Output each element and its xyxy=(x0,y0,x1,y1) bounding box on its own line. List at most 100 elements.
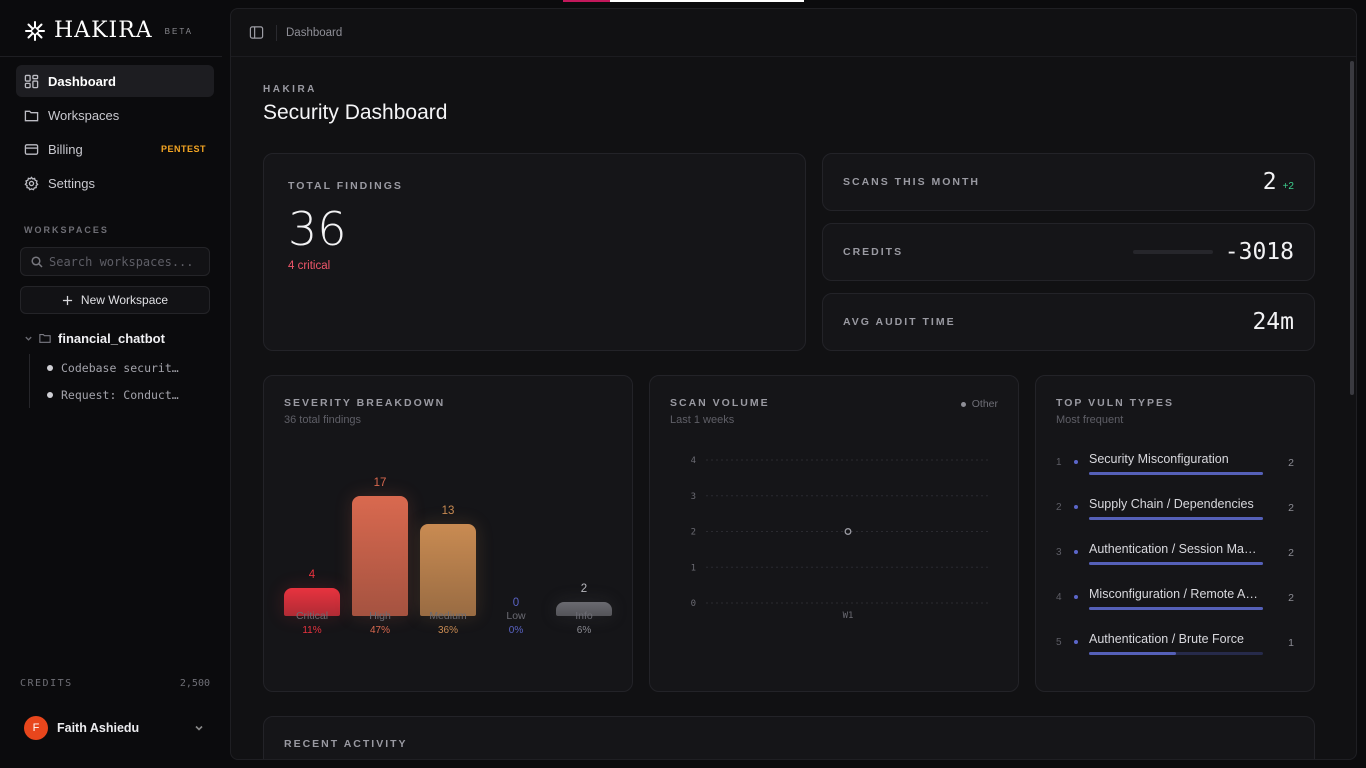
workspace-child-item[interactable]: Request: Conduct… xyxy=(47,381,214,408)
page-eyebrow: HAKIRA xyxy=(263,84,317,95)
y-tick-label: 4 xyxy=(691,456,696,466)
vuln-name: Security Misconfiguration xyxy=(1089,452,1229,466)
child-label: Request: Conduct… xyxy=(61,387,179,402)
vuln-bar-fill xyxy=(1089,562,1263,565)
brand-logo[interactable]: HAKIRA BETA xyxy=(24,18,193,43)
main-panel: Dashboard HAKIRA Security Dashboard TOTA… xyxy=(230,8,1357,760)
vuln-count: 1 xyxy=(1288,637,1294,649)
severity-bar-info[interactable]: 2 xyxy=(556,583,612,616)
bullet-icon xyxy=(47,364,53,371)
vuln-rank: 3 xyxy=(1056,547,1062,558)
y-tick-label: 1 xyxy=(691,563,696,573)
nav-label: Workspaces xyxy=(48,107,120,123)
workspace-item[interactable]: financial_chatbot xyxy=(24,328,214,348)
vuln-row[interactable]: 2 Supply Chain / Dependencies 2 xyxy=(1056,497,1294,542)
x-tick-label: W1 xyxy=(843,611,854,621)
credits-value: 2,500 xyxy=(179,678,210,689)
nav-item-settings[interactable]: Settings xyxy=(16,167,214,199)
bar-category-label: Medium xyxy=(429,610,467,622)
dashboard-icon xyxy=(24,74,39,88)
credits-card-label: CREDITS xyxy=(843,246,904,258)
top-vulns-label: TOP VULN TYPES xyxy=(1056,397,1175,409)
nav-label: Billing xyxy=(48,141,83,157)
vuln-count: 2 xyxy=(1288,592,1294,604)
new-workspace-button[interactable]: New Workspace xyxy=(20,286,210,314)
workspace-search-input[interactable] xyxy=(49,254,199,269)
workspaces-section-label: WORKSPACES xyxy=(24,225,109,235)
workspace-child-item[interactable]: Codebase securit… xyxy=(47,354,214,381)
page-title: Security Dashboard xyxy=(263,101,448,124)
credits-card: CREDITS -3018 xyxy=(822,223,1315,281)
breadcrumb[interactable]: Dashboard xyxy=(286,26,343,39)
vuln-bar-fill xyxy=(1089,607,1263,610)
plus-icon xyxy=(62,295,73,305)
user-name: Faith Ashiedu xyxy=(57,721,140,735)
audit-time-card: AVG AUDIT TIME 24m xyxy=(822,293,1315,351)
scan-volume-card: SCAN VOLUME Last 1 weeks Other 0 1 2 3 4 W1 xyxy=(649,375,1019,692)
main-header: Dashboard xyxy=(231,9,1356,57)
sidebar-toggle-icon[interactable] xyxy=(249,25,264,40)
scans-card: SCANS THIS MONTH 2 +2 xyxy=(822,153,1315,211)
child-label: Codebase securit… xyxy=(61,360,179,375)
legend-label: Other xyxy=(971,398,998,410)
severity-label: SEVERITY BREAKDOWN xyxy=(284,397,446,409)
vuln-name: Authentication / Session Management xyxy=(1089,542,1263,556)
scans-value: 2 xyxy=(1262,169,1277,195)
severity-bar-low[interactable]: 0 xyxy=(488,597,544,616)
scan-volume-sub: Last 1 weeks xyxy=(670,414,735,426)
scan-volume-label: SCAN VOLUME xyxy=(670,397,770,409)
vuln-body: Authentication / Session Management xyxy=(1089,542,1263,565)
bar-percent-label: 6% xyxy=(576,625,592,636)
bar-percent-label: 0% xyxy=(508,625,524,636)
vuln-body: Security Misconfiguration xyxy=(1089,452,1263,475)
nav-item-billing[interactable]: Billing PENTEST xyxy=(16,133,214,165)
bar-value-label: 17 xyxy=(373,477,387,489)
workspace-search[interactable] xyxy=(20,247,210,276)
vuln-row[interactable]: 4 Misconfiguration / Remote Access 2 xyxy=(1056,587,1294,632)
nav-item-workspaces[interactable]: Workspaces xyxy=(16,99,214,131)
bar xyxy=(556,601,612,616)
vuln-row[interactable]: 3 Authentication / Session Management 2 xyxy=(1056,542,1294,587)
folder-icon xyxy=(39,334,51,343)
vuln-body: Authentication / Brute Force xyxy=(1089,632,1263,655)
bar-category-label: Info xyxy=(575,610,593,622)
bar xyxy=(352,496,408,616)
vuln-rank: 5 xyxy=(1056,637,1062,648)
vuln-row[interactable]: 5 Authentication / Brute Force 1 xyxy=(1056,632,1294,677)
severity-bar-high[interactable]: 17 xyxy=(352,477,408,616)
severity-bar-medium[interactable]: 13 xyxy=(420,505,476,616)
pentest-badge: PENTEST xyxy=(160,144,206,154)
bar-value-label: 2 xyxy=(580,582,588,595)
bullet-icon xyxy=(1074,505,1078,509)
bar-percent-label: 11% xyxy=(302,625,322,636)
nav-item-dashboard[interactable]: Dashboard xyxy=(16,65,214,97)
scrollbar-thumb[interactable] xyxy=(1350,61,1354,395)
audit-time-value: 24m xyxy=(1252,309,1294,335)
chevron-down-icon[interactable] xyxy=(24,334,33,343)
user-menu[interactable]: F Faith Ashiedu xyxy=(24,716,210,740)
top-progress-bar xyxy=(563,0,804,2)
bullet-icon xyxy=(1074,550,1078,554)
total-findings-label: TOTAL FINDINGS xyxy=(288,180,403,192)
vuln-rank: 4 xyxy=(1056,592,1062,603)
severity-bar-critical[interactable]: 4 xyxy=(284,569,340,616)
critical-count: 4 critical xyxy=(288,260,331,272)
bar-category-label: Low xyxy=(506,610,526,622)
vuln-row[interactable]: 1 Security Misconfiguration 2 xyxy=(1056,452,1294,497)
vuln-list: 1 Security Misconfiguration 2 2 Supply Chain… xyxy=(1056,452,1294,677)
vuln-count: 2 xyxy=(1288,502,1294,514)
y-tick-label: 0 xyxy=(691,599,696,609)
avatar: F xyxy=(24,716,48,740)
gear-icon xyxy=(24,175,39,191)
sidebar: HAKIRA BETA Dashboard Workspaces Billing… xyxy=(0,0,222,768)
severity-bar-chart: 4 Critical 11% 17 High 47% 13 Medium 36% 0 Low 0% 2 I… xyxy=(284,456,614,682)
scans-label: SCANS THIS MONTH xyxy=(843,176,980,188)
vuln-bar-fill xyxy=(1089,517,1263,520)
header-separator xyxy=(276,24,277,41)
chart-legend: Other xyxy=(960,398,998,410)
audit-time-label: AVG AUDIT TIME xyxy=(843,316,956,328)
nav-label: Dashboard xyxy=(48,73,116,89)
vuln-bar-fill xyxy=(1089,652,1176,655)
credits-card-value: -3018 xyxy=(1224,239,1294,265)
data-point[interactable] xyxy=(844,528,852,535)
